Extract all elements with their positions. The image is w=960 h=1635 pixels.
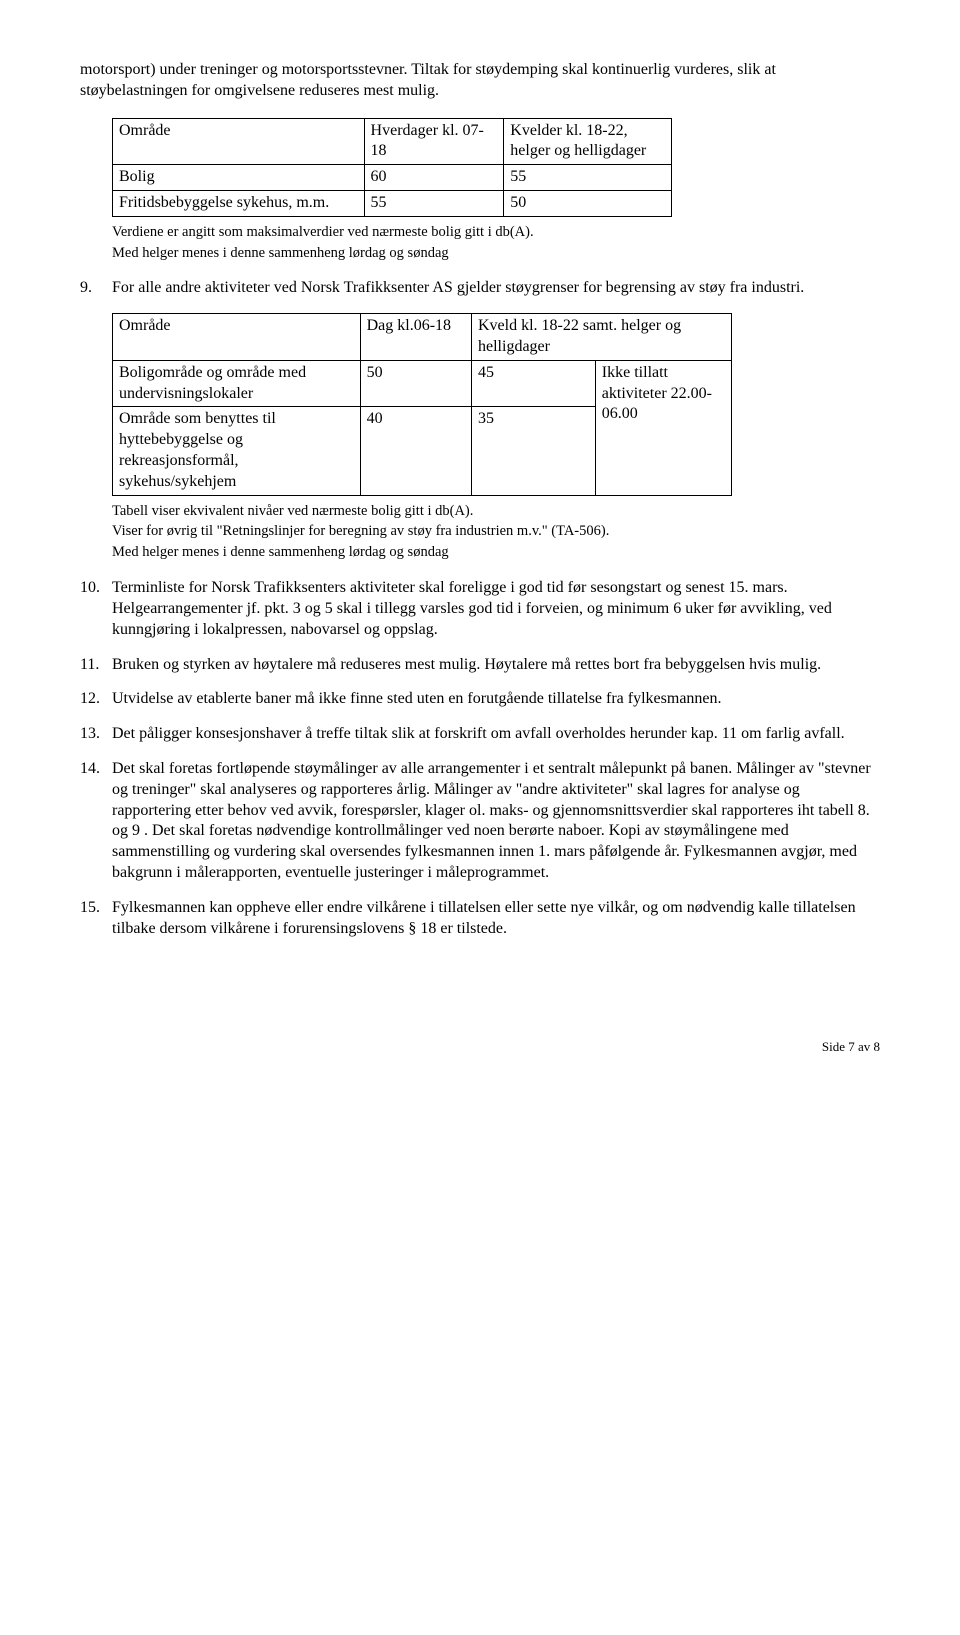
table2-note3: Med helger menes i denne sammenheng lørd…: [112, 543, 732, 562]
cell: Fritidsbebyggelse sykehus, m.m.: [113, 190, 365, 216]
table2-block: Område Dag kl.06-18 Kveld kl. 18-22 samt…: [112, 313, 732, 562]
table2-note1: Tabell viser ekvivalent nivåer ved nærme…: [112, 502, 732, 521]
item-number: 14.: [80, 759, 112, 884]
item-number: 11.: [80, 655, 112, 676]
cell: Område: [113, 314, 361, 361]
cell: Hverdager kl. 07-18: [364, 118, 504, 165]
item-number: 13.: [80, 724, 112, 745]
cell: Dag kl.06-18: [360, 314, 471, 361]
cell: 50: [504, 190, 672, 216]
table1: Område Hverdager kl. 07-18 Kvelder kl. 1…: [112, 118, 672, 217]
table-row: Boligområde og område med undervisningsl…: [113, 360, 732, 407]
table1-note2: Med helger menes i denne sammenheng lørd…: [112, 244, 672, 263]
list-item: 15. Fylkesmannen kan oppheve eller endre…: [80, 898, 880, 940]
list-item: 11. Bruken og styrken av høytalere må re…: [80, 655, 880, 676]
list-item: 14. Det skal foretas fortløpende støymål…: [80, 759, 880, 884]
table-row: Fritidsbebyggelse sykehus, m.m. 55 50: [113, 190, 672, 216]
list-item: 12. Utvidelse av etablerte baner må ikke…: [80, 689, 880, 710]
table2: Område Dag kl.06-18 Kveld kl. 18-22 samt…: [112, 313, 732, 495]
item-text: Bruken og styrken av høytalere må reduse…: [112, 655, 880, 676]
cell: 55: [364, 190, 504, 216]
item-number: 10.: [80, 578, 112, 640]
cell: 45: [472, 360, 596, 407]
list-item: 10. Terminliste for Norsk Trafikksenters…: [80, 578, 880, 640]
item-text: Fylkesmannen kan oppheve eller endre vil…: [112, 898, 880, 940]
cell: 35: [472, 407, 596, 495]
cell: 40: [360, 407, 471, 495]
item-text: Det påligger konsesjonshaver å treffe ti…: [112, 724, 880, 745]
list-item: 13. Det påligger konsesjonshaver å treff…: [80, 724, 880, 745]
cell: Bolig: [113, 165, 365, 191]
page-footer: Side 7 av 8: [80, 1039, 880, 1056]
list-item-9: 9. For alle andre aktiviteter ved Norsk …: [80, 278, 880, 299]
table1-block: Område Hverdager kl. 07-18 Kvelder kl. 1…: [112, 118, 672, 263]
table1-note1: Verdiene er angitt som maksimalverdier v…: [112, 223, 672, 242]
item-text: Utvidelse av etablerte baner må ikke fin…: [112, 689, 880, 710]
table-row: Område Dag kl.06-18 Kveld kl. 18-22 samt…: [113, 314, 732, 361]
intro-paragraph: motorsport) under treninger og motorspor…: [80, 60, 880, 102]
item-number: 15.: [80, 898, 112, 940]
item-number: 12.: [80, 689, 112, 710]
item-text: For alle andre aktiviteter ved Norsk Tra…: [112, 278, 880, 299]
item-text: Det skal foretas fortløpende støymålinge…: [112, 759, 880, 884]
cell: 55: [504, 165, 672, 191]
cell: 50: [360, 360, 471, 407]
cell: Kvelder kl. 18-22, helger og helligdager: [504, 118, 672, 165]
cell: Ikke tillatt aktiviteter 22.00-06.00: [595, 360, 731, 495]
cell: Område som benyttes til hyttebebyggelse …: [113, 407, 361, 495]
item-number: 9.: [80, 278, 112, 299]
table2-note2: Viser for øvrig til "Retningslinjer for …: [112, 522, 732, 541]
cell: Boligområde og område med undervisningsl…: [113, 360, 361, 407]
cell: Område: [113, 118, 365, 165]
item-text: Terminliste for Norsk Trafikksenters akt…: [112, 578, 880, 640]
cell: Kveld kl. 18-22 samt. helger og helligda…: [472, 314, 732, 361]
cell: 60: [364, 165, 504, 191]
table-row: Bolig 60 55: [113, 165, 672, 191]
table-row: Område Hverdager kl. 07-18 Kvelder kl. 1…: [113, 118, 672, 165]
